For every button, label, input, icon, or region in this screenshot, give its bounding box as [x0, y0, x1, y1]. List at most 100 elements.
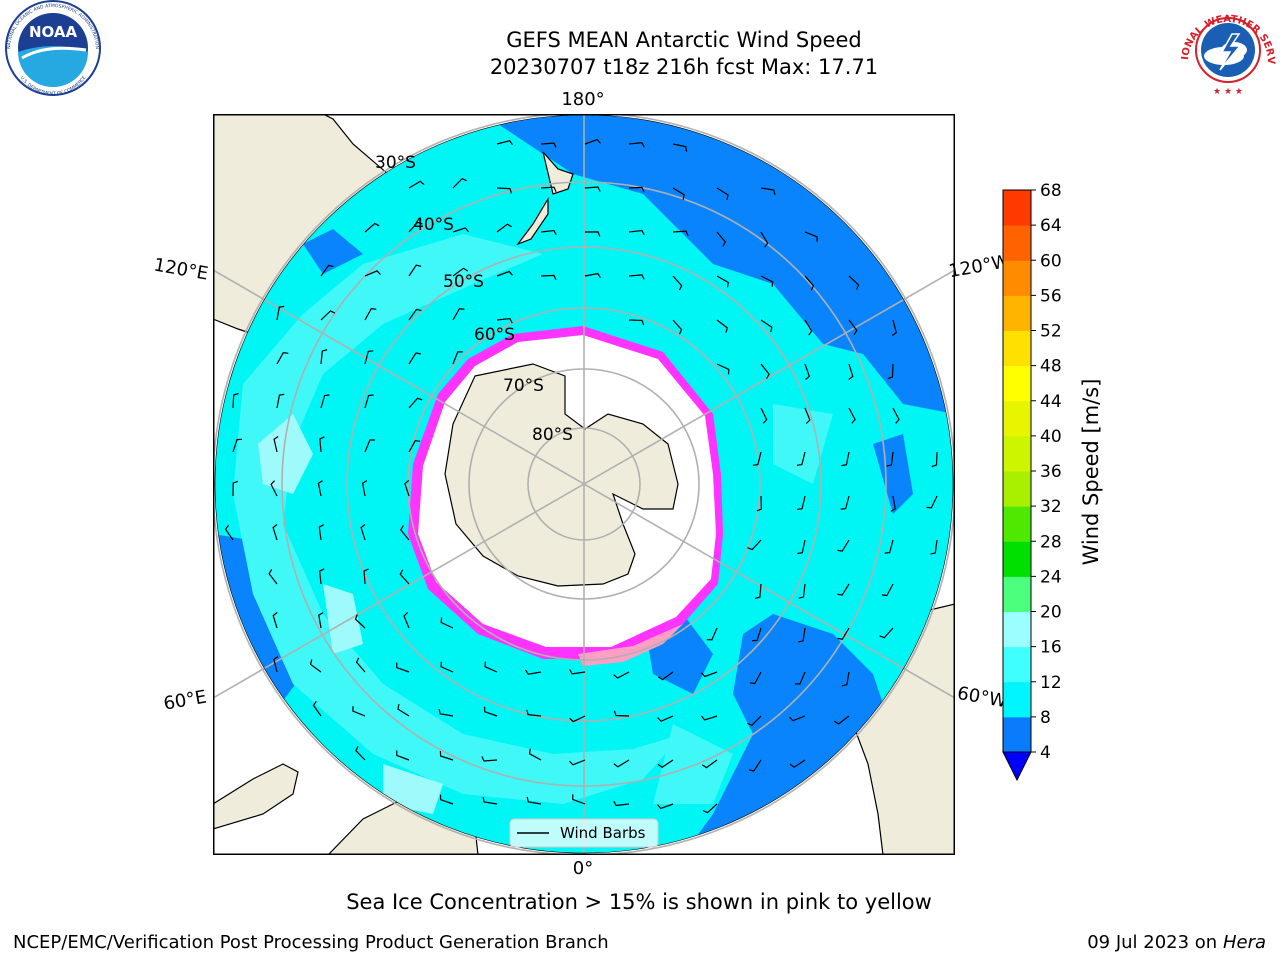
wind-barb: [352, 706, 366, 717]
wind-barb: [364, 222, 380, 233]
wind-barb: [270, 480, 278, 497]
lon-label-120e: 120°E: [152, 254, 210, 284]
wind-barb: [657, 803, 674, 810]
colorbar-segment: [1003, 506, 1031, 542]
map-legend: Wind Barbs: [509, 818, 659, 848]
colorbar-segment: [1003, 471, 1031, 507]
wind-barb: [360, 524, 366, 541]
wind-barb: [452, 267, 469, 277]
wind-barb: [747, 539, 762, 551]
wind-barb: [628, 274, 645, 280]
wind-barb: [572, 794, 586, 805]
wind-barb: [804, 319, 813, 336]
wind-barb: [748, 759, 762, 772]
colorbar-segment: [1003, 716, 1031, 753]
wind-barb: [628, 186, 645, 193]
colorbar-tick-label: 24: [1040, 567, 1062, 587]
wind-barb: [892, 407, 900, 424]
wind-barb: [319, 568, 325, 585]
lat-label-60s: 60°S: [474, 325, 515, 345]
wind-barb: [628, 319, 645, 326]
wind-barb: [752, 627, 762, 642]
wind-barb: [657, 715, 674, 722]
wind-barb: [760, 363, 770, 379]
wind-barb: [752, 451, 762, 466]
wind-barb: [747, 715, 762, 727]
wind-barb: [496, 317, 513, 324]
wind-barb: [404, 480, 410, 497]
wind-barb: [496, 223, 513, 233]
lat-label-70s: 70°S: [503, 376, 544, 396]
wind-barb: [355, 745, 366, 761]
wind-barb: [408, 221, 423, 233]
wind-barb: [320, 349, 328, 365]
wind-barb: [569, 669, 586, 675]
wind-barb: [584, 272, 601, 279]
wind-barb: [798, 583, 806, 599]
wind-barb: [569, 759, 586, 766]
wind-barb: [452, 351, 463, 365]
colorbar-tick-label: 64: [1040, 216, 1062, 236]
colorbar-segment: [1003, 541, 1031, 577]
wind-barb: [930, 539, 938, 555]
nws-logo: NATIONAL WEATHER SERVICE ★ ★ ★: [1176, 0, 1276, 97]
wind-barb: [760, 231, 769, 248]
wind-barb: [482, 796, 498, 805]
wind-barb: [452, 308, 465, 321]
wind-barb: [879, 627, 894, 639]
colorbar-tick-label: 20: [1040, 603, 1062, 623]
colorbar-tick-label: 44: [1040, 392, 1062, 412]
wind-barb: [396, 750, 410, 761]
wind-barb: [484, 706, 498, 717]
colorbar-tick-label: 36: [1040, 462, 1062, 482]
wind-barb: [317, 480, 323, 497]
wind-barb: [408, 439, 421, 453]
colorbar-tick-label: 28: [1040, 532, 1062, 552]
wind-barb: [702, 803, 718, 814]
wind-barb: [363, 568, 369, 585]
caption: Sea Ice Concentration > 15% is shown in …: [346, 890, 932, 914]
colorbar-segment: [1003, 260, 1031, 296]
wind-barb: [716, 319, 728, 333]
wind-barb: [613, 671, 630, 679]
wind-barb: [361, 480, 368, 497]
wind-barb: [408, 397, 423, 409]
colorbar-label: Wind Speed [m/s]: [1079, 379, 1103, 566]
map-subtitle: 20230707 t18z 216h fcst Max: 17.71: [489, 55, 879, 79]
wind-barb: [613, 759, 630, 768]
wind-barb: [804, 231, 818, 242]
colorbar-segment: [1003, 646, 1031, 683]
wind-barb: [399, 569, 410, 585]
wind-barb: [584, 186, 601, 192]
wind-barb: [309, 659, 322, 673]
wind-barb: [364, 350, 374, 365]
colorbar-segment: [1003, 400, 1031, 437]
wind-barb: [804, 407, 811, 424]
wind-barb: [318, 524, 324, 541]
wind-barb: [891, 319, 897, 336]
wind-barb: [320, 264, 334, 277]
wind-barb: [789, 759, 806, 768]
wind-barb: [848, 363, 854, 380]
wind-barb: [232, 392, 239, 409]
sea-ice-outer-yellow: [578, 624, 683, 666]
wind-barb: [408, 352, 421, 365]
noaa-logo: NOAA NATIONAL OCEANIC AND ATMOSPHERIC AD…: [5, 0, 101, 97]
wind-barb: [320, 394, 330, 409]
wind-barb: [272, 612, 278, 629]
wind-barb: [886, 451, 894, 467]
wind-barb: [232, 480, 239, 497]
colorbar-tick-label: 8: [1040, 708, 1051, 728]
wind-barb: [496, 270, 513, 277]
wind-barb: [657, 671, 674, 681]
wind-barb: [540, 186, 557, 192]
colorbar-segment: [1003, 295, 1031, 331]
colorbar-segment: [1003, 190, 1031, 226]
wind-barb: [716, 363, 730, 375]
wind-barb: [268, 569, 278, 585]
lon-label-0: 0°: [573, 858, 593, 879]
wind-barb: [525, 669, 542, 675]
wind-barb: [884, 539, 894, 554]
wind-barb: [397, 704, 410, 717]
wind-barb: [848, 407, 856, 424]
